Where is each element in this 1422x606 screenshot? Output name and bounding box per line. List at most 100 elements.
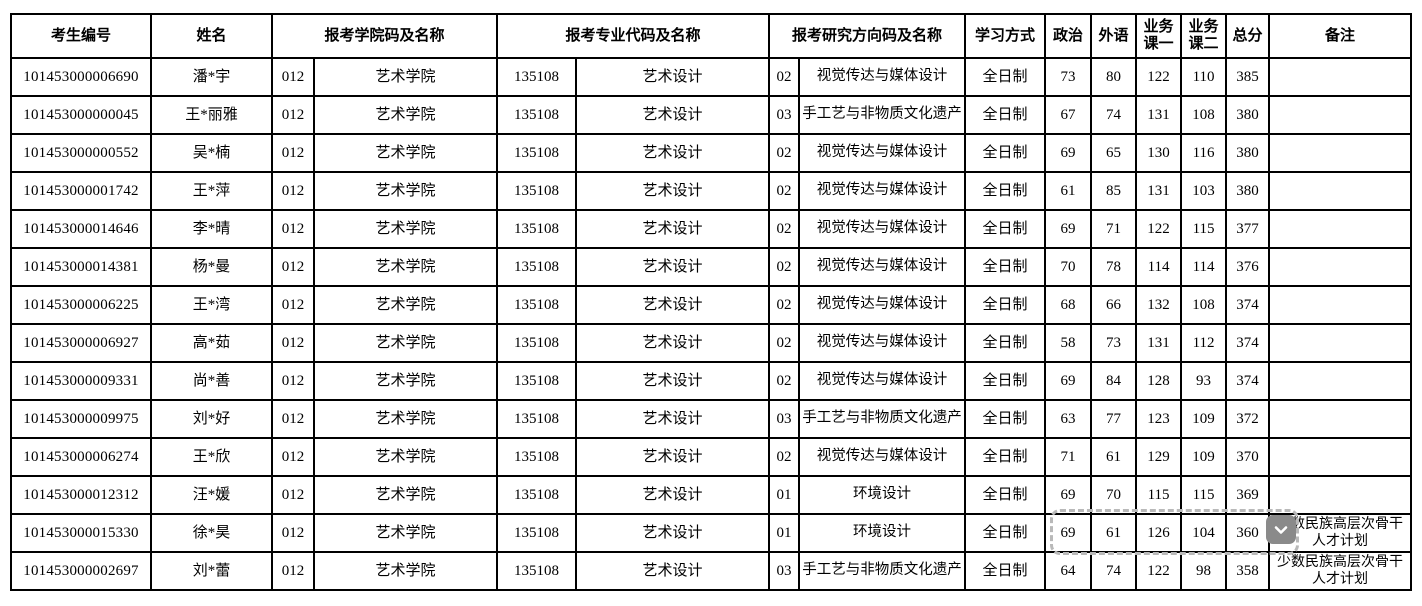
cell-course1: 130 xyxy=(1135,133,1183,173)
table-row: 101453000006274 王*欣 012 艺术学院 135108 艺术设计 02 视觉传… xyxy=(10,437,1413,477)
cell-major-code: 135108 xyxy=(496,475,578,515)
cell-remark xyxy=(1268,209,1413,249)
cell-name: 王*湾 xyxy=(150,285,273,325)
cell-course1: 129 xyxy=(1135,437,1183,477)
cell-major-code: 135108 xyxy=(496,551,578,591)
cell-college-code: 012 xyxy=(271,57,315,97)
cell-total: 358 xyxy=(1225,551,1271,591)
cell-foreign-language: 80 xyxy=(1090,57,1138,97)
cell-politics: 61 xyxy=(1044,171,1093,211)
cell-major-code: 135108 xyxy=(496,171,578,211)
cell-college-name: 艺术学院 xyxy=(312,171,499,211)
cell-total: 380 xyxy=(1225,133,1271,173)
cell-college-name: 艺术学院 xyxy=(312,285,499,325)
cell-college-code: 012 xyxy=(271,513,315,553)
cell-remark xyxy=(1268,285,1413,325)
cell-candidate-id: 101453000002697 xyxy=(10,551,152,591)
cell-remark xyxy=(1268,399,1413,439)
cell-direction-name: 手工艺与非物质文化遗产 xyxy=(798,95,967,135)
cell-foreign-language: 70 xyxy=(1090,475,1138,515)
cell-study-mode: 全日制 xyxy=(964,437,1047,477)
cell-course1: 114 xyxy=(1135,247,1183,287)
cell-direction-code: 02 xyxy=(768,171,801,211)
cell-direction-name: 视觉传达与媒体设计 xyxy=(798,361,967,401)
cell-college-code: 012 xyxy=(271,399,315,439)
cell-name: 王*萍 xyxy=(150,171,273,211)
cell-remark: 少数民族高层次骨干人才计划 xyxy=(1268,551,1413,591)
cell-study-mode: 全日制 xyxy=(964,475,1047,515)
col-header-candidate-id: 考生编号 xyxy=(10,13,152,59)
cell-major-code: 135108 xyxy=(496,437,578,477)
cell-politics: 58 xyxy=(1044,323,1093,363)
cell-study-mode: 全日制 xyxy=(964,209,1047,249)
col-header-direction: 报考研究方向码及名称 xyxy=(768,13,967,59)
cell-direction-name: 视觉传达与媒体设计 xyxy=(798,171,967,211)
cell-remark xyxy=(1268,95,1413,135)
cell-direction-code: 02 xyxy=(768,437,801,477)
cell-college-name: 艺术学院 xyxy=(312,513,499,553)
table-row: 101453000000552 吴*楠 012 艺术学院 135108 艺术设计 02 视觉传… xyxy=(10,133,1413,173)
cell-direction-name: 手工艺与非物质文化遗产 xyxy=(798,551,967,591)
cell-foreign-language: 74 xyxy=(1090,551,1138,591)
cell-direction-code: 02 xyxy=(768,57,801,97)
cell-major-code: 135108 xyxy=(496,285,578,325)
cell-politics: 67 xyxy=(1044,95,1093,135)
cell-remark xyxy=(1268,437,1413,477)
header-row: 考生编号 姓名 报考学院码及名称 报考专业代码及名称 报考研究方向码及名称 学习… xyxy=(10,13,1413,59)
cell-course2: 115 xyxy=(1180,209,1228,249)
cell-politics: 69 xyxy=(1044,133,1093,173)
cell-college-name: 艺术学院 xyxy=(312,437,499,477)
cell-name: 高*茹 xyxy=(150,323,273,363)
cell-candidate-id: 101453000006274 xyxy=(10,437,152,477)
cell-course2: 110 xyxy=(1180,57,1228,97)
cell-major-code: 135108 xyxy=(496,247,578,287)
cell-college-code: 012 xyxy=(271,133,315,173)
table-row: 101453000001742 王*萍 012 艺术学院 135108 艺术设计 02 视觉传… xyxy=(10,171,1413,211)
table-row: 101453000002697 刘*蕾 012 艺术学院 135108 艺术设计 03 手工艺… xyxy=(10,551,1413,591)
cell-study-mode: 全日制 xyxy=(964,171,1047,211)
cell-direction-name: 视觉传达与媒体设计 xyxy=(798,133,967,173)
cell-course2: 116 xyxy=(1180,133,1228,173)
cell-major-code: 135108 xyxy=(496,95,578,135)
cell-politics: 64 xyxy=(1044,551,1093,591)
cell-candidate-id: 101453000009975 xyxy=(10,399,152,439)
cell-direction-name: 视觉传达与媒体设计 xyxy=(798,437,967,477)
cell-candidate-id: 101453000006690 xyxy=(10,57,152,97)
cell-study-mode: 全日制 xyxy=(964,361,1047,401)
cell-course1: 131 xyxy=(1135,171,1183,211)
cell-politics: 69 xyxy=(1044,209,1093,249)
chevron-down-button[interactable] xyxy=(1266,515,1296,544)
cell-college-code: 012 xyxy=(271,323,315,363)
cell-college-code: 012 xyxy=(271,437,315,477)
cell-total: 360 xyxy=(1225,513,1271,553)
cell-course1: 123 xyxy=(1135,399,1183,439)
cell-course2: 109 xyxy=(1180,437,1228,477)
cell-name: 杨*曼 xyxy=(150,247,273,287)
table-row: 101453000015330 徐*昊 012 艺术学院 135108 艺术设计 01 环境设… xyxy=(10,513,1413,553)
cell-major-code: 135108 xyxy=(496,323,578,363)
cell-remark xyxy=(1268,247,1413,287)
cell-college-code: 012 xyxy=(271,247,315,287)
cell-politics: 63 xyxy=(1044,399,1093,439)
cell-total: 385 xyxy=(1225,57,1271,97)
cell-politics: 69 xyxy=(1044,513,1093,553)
cell-course1: 132 xyxy=(1135,285,1183,325)
cell-name: 刘*蕾 xyxy=(150,551,273,591)
cell-candidate-id: 101453000000552 xyxy=(10,133,152,173)
cell-course2: 114 xyxy=(1180,247,1228,287)
cell-major-code: 135108 xyxy=(496,513,578,553)
cell-total: 374 xyxy=(1225,323,1271,363)
cell-total: 369 xyxy=(1225,475,1271,515)
cell-course1: 128 xyxy=(1135,361,1183,401)
cell-course2: 109 xyxy=(1180,399,1228,439)
cell-college-name: 艺术学院 xyxy=(312,361,499,401)
col-header-remark: 备注 xyxy=(1268,13,1413,59)
cell-total: 380 xyxy=(1225,95,1271,135)
cell-major-name: 艺术设计 xyxy=(575,171,771,211)
table-row: 101453000009331 尚*善 012 艺术学院 135108 艺术设计 02 视觉传… xyxy=(10,361,1413,401)
cell-direction-code: 03 xyxy=(768,95,801,135)
cell-major-name: 艺术设计 xyxy=(575,57,771,97)
cell-study-mode: 全日制 xyxy=(964,323,1047,363)
cell-course1: 126 xyxy=(1135,513,1183,553)
cell-candidate-id: 101453000001742 xyxy=(10,171,152,211)
